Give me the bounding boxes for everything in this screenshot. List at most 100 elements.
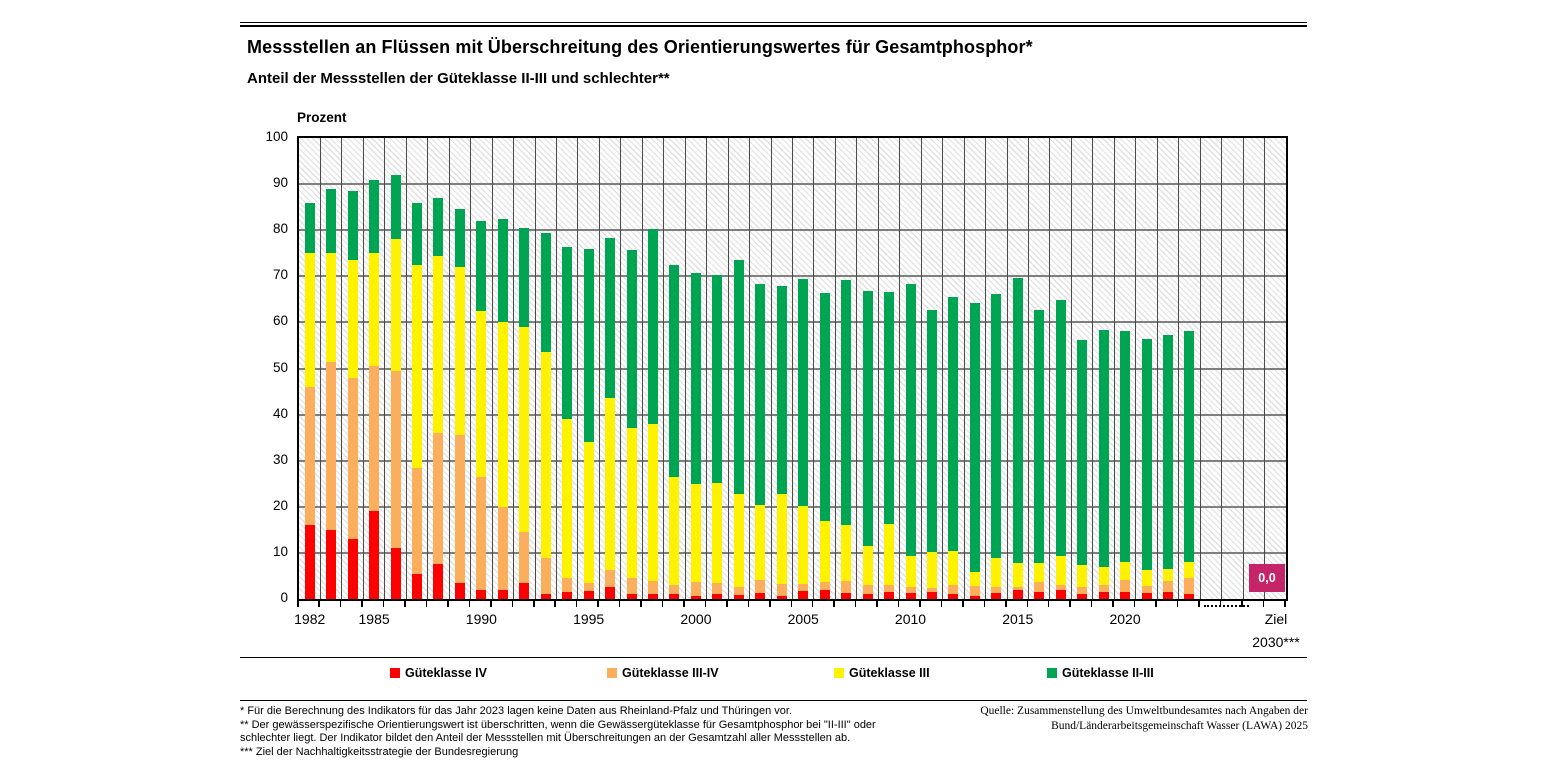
bar-segment-2017 bbox=[1055, 589, 1066, 599]
bar-segment-1984 bbox=[347, 260, 358, 378]
y-tick-label: 20 bbox=[272, 497, 288, 513]
bar-segment-1992 bbox=[519, 327, 530, 533]
bar-segment-2013 bbox=[969, 302, 980, 573]
x-axis-tick bbox=[769, 601, 771, 607]
vertical-gridline bbox=[513, 138, 515, 599]
bar-segment-2004 bbox=[776, 583, 787, 596]
vertical-gridline bbox=[620, 138, 622, 599]
chart-plot-area bbox=[297, 136, 1288, 601]
bar-segment-1993 bbox=[540, 594, 551, 599]
bar-segment-2007 bbox=[841, 279, 852, 526]
legend-label: Güteklasse III-IV bbox=[622, 666, 719, 680]
vertical-gridline bbox=[877, 138, 879, 599]
vertical-gridline bbox=[384, 138, 386, 599]
vertical-gridline bbox=[749, 138, 751, 599]
x-tick-label: 2010 bbox=[894, 611, 927, 627]
bar-segment-2019 bbox=[1098, 592, 1109, 599]
bar-segment-1994 bbox=[562, 419, 573, 579]
bar-segment-2016 bbox=[1034, 309, 1045, 564]
y-axis-unit-label: Prozent bbox=[297, 110, 347, 125]
bar-segment-1990 bbox=[476, 310, 487, 477]
x-tick-label: 2015 bbox=[1002, 611, 1034, 627]
footnotes: * Für die Berechnung des Indikators für … bbox=[240, 705, 895, 759]
x-axis-tick bbox=[318, 601, 320, 607]
vertical-gridline bbox=[427, 138, 429, 599]
vertical-gridline bbox=[770, 138, 772, 599]
bar-segment-2008 bbox=[862, 290, 873, 547]
bar-segment-2009 bbox=[884, 584, 895, 593]
bar-segment-1989 bbox=[454, 209, 465, 268]
bar-segment-2014 bbox=[991, 294, 1002, 558]
bar-segment-2013 bbox=[969, 595, 980, 599]
bar-segment-2012 bbox=[948, 593, 959, 599]
bar-segment-1988 bbox=[433, 433, 444, 565]
bar-segment-1996 bbox=[605, 570, 616, 588]
vertical-gridline bbox=[727, 138, 729, 599]
bar-segment-2001 bbox=[712, 482, 723, 584]
x-axis-tick bbox=[554, 601, 556, 607]
bar-segment-2015 bbox=[1012, 590, 1023, 599]
bar-segment-2007 bbox=[841, 525, 852, 582]
bar-segment-1986 bbox=[390, 239, 401, 371]
bar-segment-1989 bbox=[454, 267, 465, 436]
vertical-gridline bbox=[1264, 138, 1266, 599]
x-axis-tick bbox=[790, 601, 792, 607]
bar-segment-2020 bbox=[1120, 592, 1131, 599]
page-title: Messstellen an Flüssen mit Überschreitun… bbox=[247, 37, 1033, 57]
bar-segment-1984 bbox=[347, 539, 358, 599]
vertical-gridline bbox=[663, 138, 665, 599]
x-axis-tick bbox=[1198, 601, 1200, 607]
bar-segment-1995 bbox=[583, 442, 594, 583]
legend-label: Güteklasse IV bbox=[405, 666, 487, 680]
bar-segment-2022 bbox=[1162, 591, 1173, 599]
bar-segment-1990 bbox=[476, 220, 487, 311]
x-axis-tick bbox=[1090, 601, 1093, 607]
bar-segment-1999 bbox=[669, 585, 680, 595]
bar-segment-2015 bbox=[1012, 563, 1023, 587]
footnote-3: *** Ziel der Nachhaltigkeitsstrategie de… bbox=[240, 745, 519, 758]
bar-segment-2002 bbox=[733, 493, 744, 587]
vertical-gridline bbox=[362, 138, 364, 599]
bar-segment-2018 bbox=[1077, 593, 1088, 599]
bar-segment-2009 bbox=[884, 292, 895, 525]
bar-segment-1990 bbox=[476, 589, 487, 599]
x-axis-tick bbox=[897, 601, 900, 607]
bar-segment-2008 bbox=[862, 546, 873, 585]
bar-segment-1983 bbox=[326, 529, 337, 599]
vertical-gridline bbox=[470, 138, 472, 599]
bar-segment-2000 bbox=[690, 483, 701, 582]
vertical-gridline bbox=[1156, 138, 1158, 599]
bar-segment-2013 bbox=[969, 586, 980, 596]
bar-segment-1993 bbox=[540, 233, 551, 353]
bar-segment-2011 bbox=[926, 592, 937, 599]
x-tick-label: 1985 bbox=[358, 611, 390, 627]
bar-segment-2005 bbox=[798, 278, 809, 507]
bar-segment-1994 bbox=[562, 578, 573, 593]
bar-segment-1998 bbox=[648, 594, 659, 599]
bar-segment-2017 bbox=[1055, 555, 1066, 585]
bar-segment-1985 bbox=[369, 179, 380, 254]
bar-segment-2009 bbox=[884, 524, 895, 585]
bar-segment-2023 bbox=[1184, 578, 1195, 595]
x-axis-tick bbox=[1176, 601, 1179, 607]
bar-segment-2011 bbox=[926, 587, 937, 593]
bar-segment-2012 bbox=[948, 297, 959, 551]
x-axis-tick bbox=[876, 601, 878, 607]
bar-segment-1987 bbox=[412, 202, 422, 265]
bar-segment-1982 bbox=[304, 525, 315, 599]
bar-segment-2005 bbox=[798, 583, 809, 592]
bar-segment-2012 bbox=[948, 550, 959, 585]
bar-segment-2003 bbox=[755, 504, 766, 581]
legend-label: Güteklasse II-III bbox=[1062, 666, 1154, 680]
target-label-line1: Ziel bbox=[1264, 611, 1288, 627]
x-tick-label: 2005 bbox=[787, 611, 819, 627]
x-axis-tick bbox=[1026, 601, 1029, 607]
vertical-gridline bbox=[792, 138, 793, 599]
bar-segment-2010 bbox=[905, 556, 916, 588]
bar-segment-1989 bbox=[454, 582, 465, 599]
x-axis-tick bbox=[983, 601, 986, 607]
vertical-gridline bbox=[942, 138, 944, 599]
x-axis-tick bbox=[833, 601, 835, 607]
legend-bottom-rule bbox=[240, 700, 1307, 701]
